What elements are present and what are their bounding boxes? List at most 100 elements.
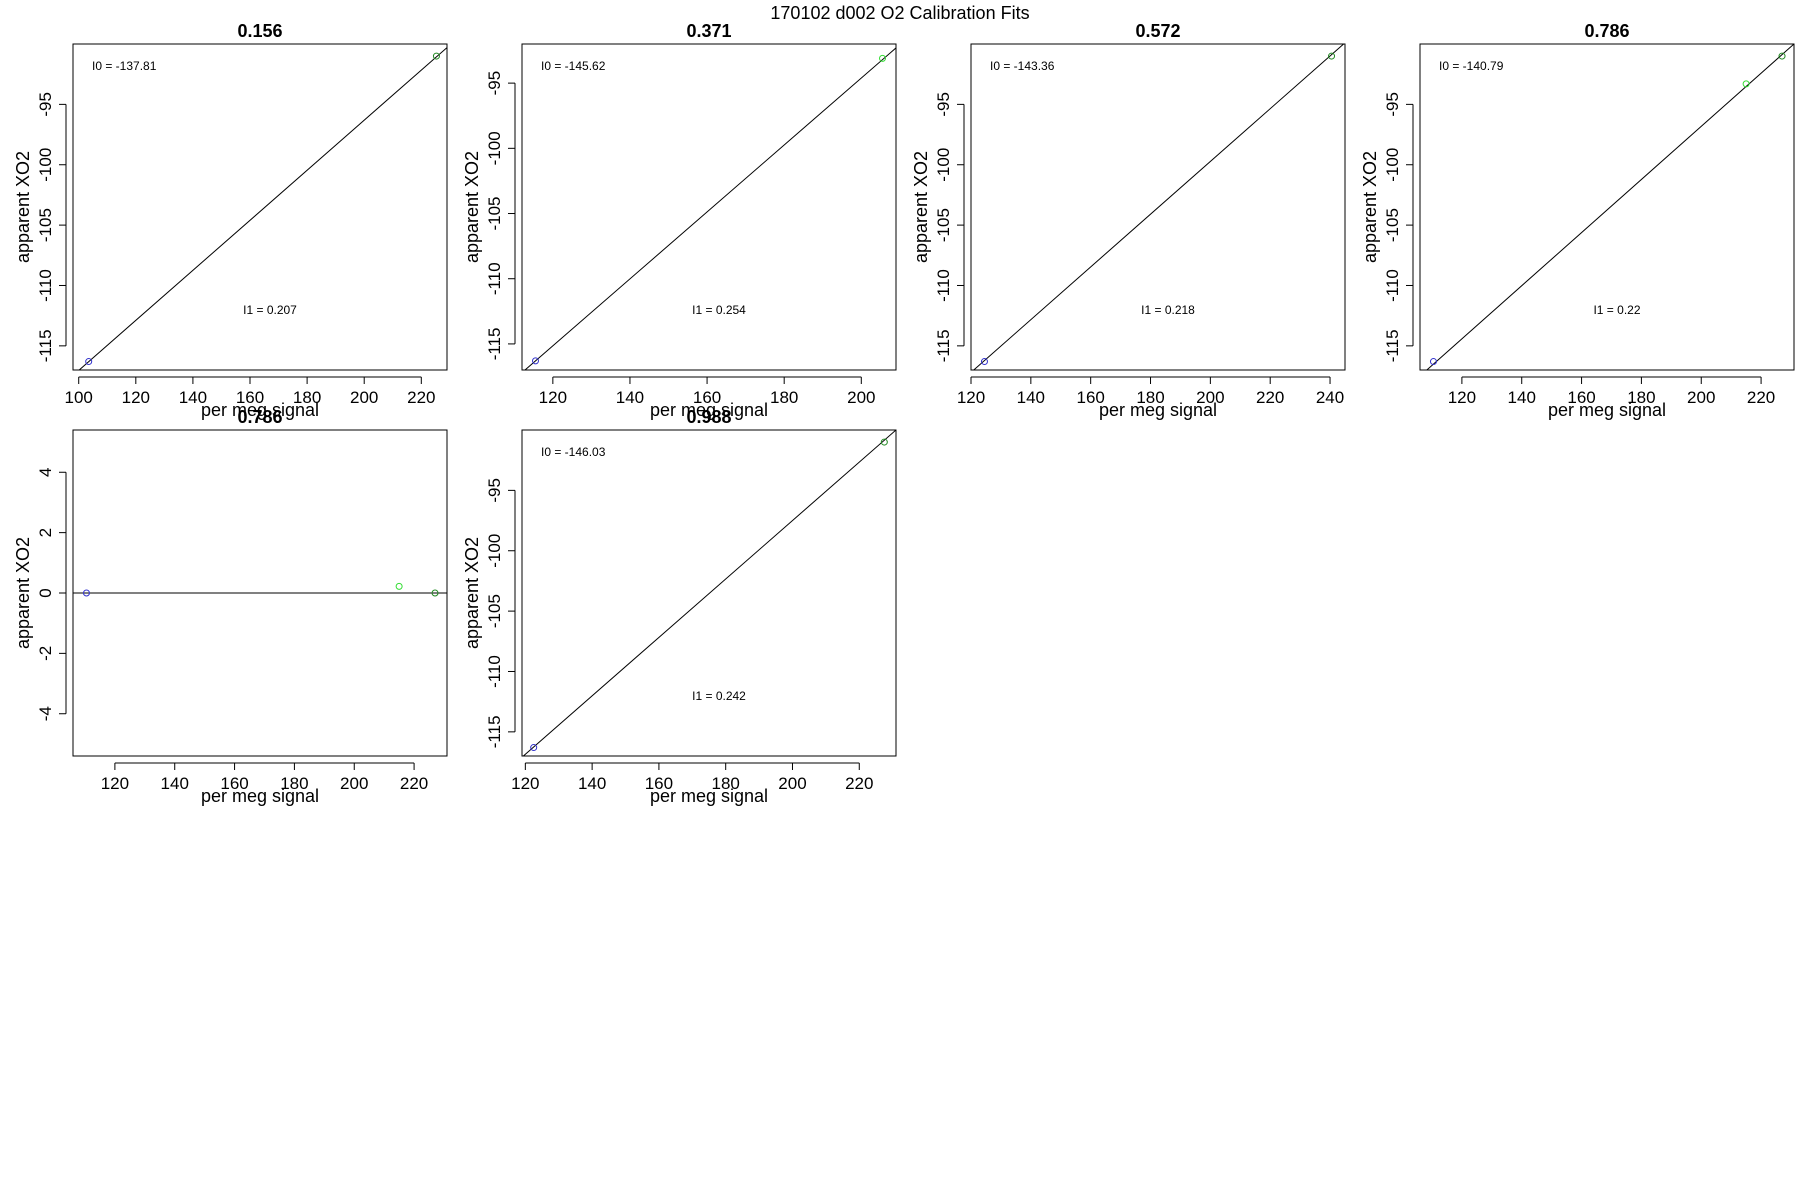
x-axis: 120 140 160 180 200 220 240 per meg signal [957,376,1344,420]
y-axis-label: apparent XO2 [462,537,482,649]
data-point [880,438,888,446]
y-axis: -95 -100 -105 -110 -115 apparent XO2 [462,71,516,361]
panel-title: 0.786 [1584,21,1629,41]
panel-title: 0.371 [686,21,731,41]
y-tick-label: 0 [36,588,55,597]
x-tick-label: 180 [770,388,798,407]
panels: 0.156 100 120 140 160 180 200 220 per meg signal… [13,21,1795,806]
x-tick-label: 220 [1256,388,1284,407]
x-tick-label: 140 [1508,388,1536,407]
y-tick-label: -100 [485,534,504,568]
x-tick-label: 120 [101,774,129,793]
fit-line [972,44,1345,370]
x-axis: 120 140 160 180 200 per meg signal [539,376,875,420]
y-tick-label: -95 [485,71,504,96]
plot-frame [521,43,897,371]
panel-title: 0.572 [1135,21,1180,41]
slope-annotation: I1 = 0.207 [243,303,297,317]
x-axis-label: per meg signal [1099,400,1217,420]
data-point [1328,52,1336,60]
data-point [530,744,538,752]
fit-line [78,47,447,370]
intercept-annotation: I0 = -140.79 [1439,59,1504,73]
y-axis-label: apparent XO2 [13,151,33,263]
y-tick-label: -105 [1383,208,1402,242]
y-tick-label: -2 [36,646,55,661]
data-point [432,52,440,60]
x-tick-label: 200 [778,774,806,793]
x-tick-label: 180 [293,388,321,407]
panel-2: 0.371 120 140 160 180 200 per meg signal -95 -10… [462,21,897,420]
y-axis-label: apparent XO2 [13,537,33,649]
y-tick-label: -100 [36,148,55,182]
y-tick-label: -100 [1383,148,1402,182]
data-point [85,358,93,366]
data-point [1429,358,1437,366]
y-tick-label: -115 [485,715,504,748]
y-tick-label: -110 [934,269,953,302]
x-tick-label: 100 [65,388,93,407]
x-axis-label: per meg signal [1548,400,1666,420]
y-tick-label: -95 [1383,92,1402,117]
x-tick-label: 160 [645,774,673,793]
y-tick-label: -110 [485,655,504,688]
y-tick-label: -95 [485,478,504,503]
y-tick-label: 4 [36,468,55,477]
y-tick-label: -95 [36,92,55,117]
x-tick-label: 120 [539,388,567,407]
x-tick-label: 140 [161,774,189,793]
y-tick-label: -110 [485,262,504,295]
x-tick-label: 200 [1687,388,1715,407]
y-tick-label: -110 [36,269,55,302]
x-tick-label: 200 [847,388,875,407]
x-axis: 100 120 140 160 180 200 220 per meg signal [65,376,435,420]
plot-frame [521,429,897,757]
y-axis-label: apparent XO2 [911,151,931,263]
y-tick-label: -115 [36,329,55,362]
x-axis: 120 140 160 180 200 220 per meg signal [511,762,873,806]
y-tick-label: -95 [934,92,953,117]
plot-frame [72,43,448,371]
x-axis-label: per meg signal [201,786,319,806]
panel-1: 0.156 100 120 140 160 180 200 220 per meg signal… [13,21,448,420]
x-tick-label: 160 [220,774,248,793]
slope-annotation: I1 = 0.242 [692,689,746,703]
intercept-annotation: I0 = -143.36 [990,59,1055,73]
x-tick-label: 160 [1076,388,1104,407]
slope-annotation: I1 = 0.254 [692,303,746,317]
fit-line [1426,44,1794,370]
slope-annotation: I1 = 0.22 [1593,303,1640,317]
panel-title: 0.786 [237,407,282,427]
y-axis: -95 -100 -105 -110 -115 apparent XO2 [462,478,516,748]
panel-3: 0.572 120 140 160 180 200 220 240 per meg signal… [911,21,1346,420]
x-tick-label: 120 [122,388,150,407]
x-tick-label: 160 [236,388,264,407]
data-point [82,589,90,597]
x-tick-label: 200 [1196,388,1224,407]
intercept-annotation: I0 = -145.62 [541,59,606,73]
x-tick-label: 200 [340,774,368,793]
plot-frame [1419,43,1795,371]
y-tick-label: -105 [36,208,55,242]
y-tick-label: 2 [36,528,55,537]
data-point [879,54,887,62]
panel-6: 0.988 120 140 160 180 200 220 per meg signal -95… [462,407,897,806]
panel-4: 0.786 120 140 160 180 200 220 per meg signal -95… [1360,21,1795,420]
x-axis-label: per meg signal [650,400,768,420]
y-axis-label: apparent XO2 [462,151,482,263]
slope-annotation: I1 = 0.218 [1141,303,1195,317]
x-tick-label: 220 [407,388,435,407]
y-tick-label: -100 [485,131,504,165]
x-axis-label: per meg signal [201,400,319,420]
y-axis: -95 -100 -105 -110 -115 apparent XO2 [911,92,965,362]
y-tick-label: -115 [485,328,504,361]
x-tick-label: 140 [616,388,644,407]
x-axis: 120 140 160 180 200 220 per meg signal [101,762,428,806]
x-tick-label: 220 [400,774,428,793]
x-tick-label: 120 [957,388,985,407]
intercept-annotation: I0 = -137.81 [92,59,157,73]
y-tick-label: -4 [36,706,55,721]
y-tick-label: -115 [934,329,953,362]
data-point [980,358,988,366]
